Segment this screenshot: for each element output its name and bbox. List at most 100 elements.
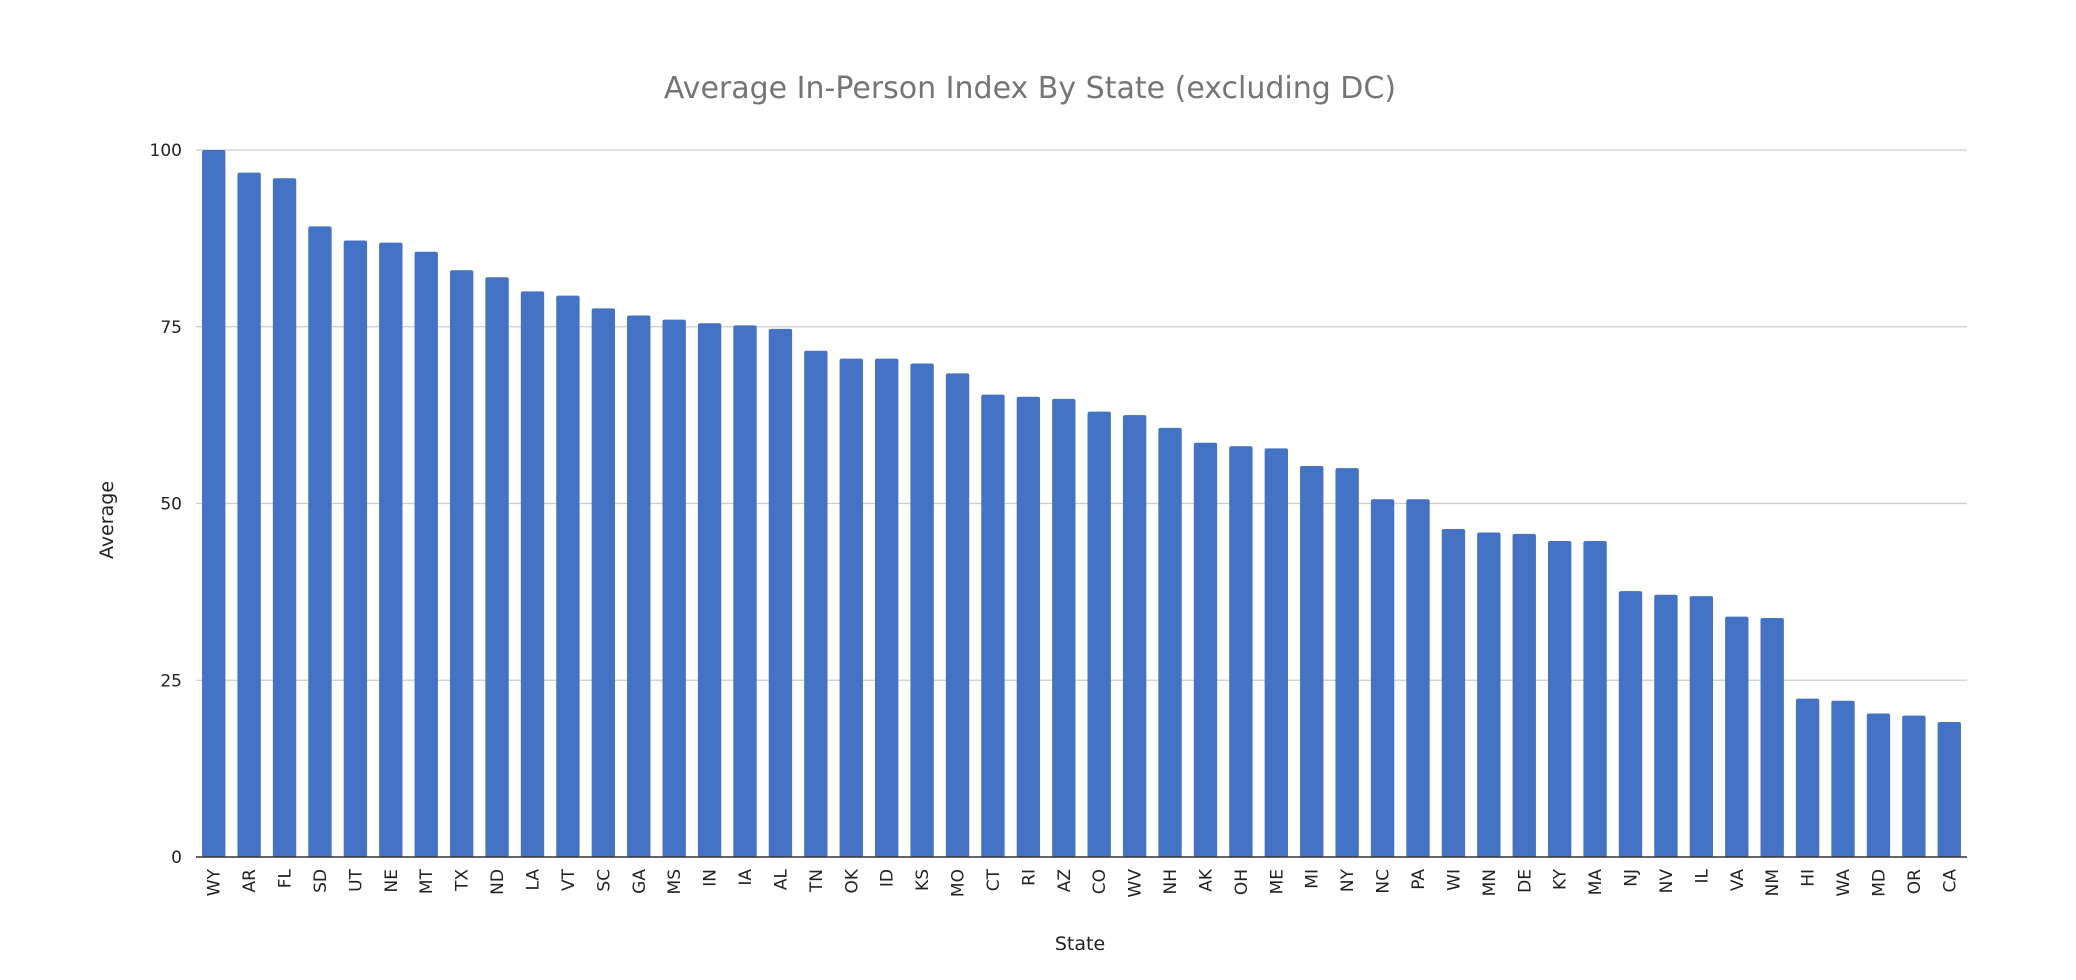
x-tick-label: MD — [1869, 869, 1889, 897]
x-tick-label: IL — [1692, 868, 1712, 883]
x-tick-label: LA — [523, 869, 543, 891]
y-tick-label: 100 — [150, 141, 182, 161]
bar-tx — [449, 270, 474, 857]
bar-in — [697, 323, 722, 858]
bar-mo — [945, 373, 970, 857]
x-tick-label: TN — [807, 869, 827, 893]
x-tick-label: KS — [913, 869, 933, 891]
bar-oh — [1229, 446, 1253, 857]
x-tick-label: MI — [1303, 869, 1323, 889]
bar-ga — [627, 315, 651, 857]
x-tick-label: VA — [1728, 869, 1748, 892]
bar-me — [1264, 448, 1288, 857]
bar-nm — [1760, 618, 1784, 857]
x-tick-label: WY — [205, 868, 225, 896]
bar-wy — [202, 150, 226, 857]
bar-ut — [343, 240, 368, 858]
x-tick-label: ME — [1267, 869, 1287, 894]
bar-ia — [733, 325, 757, 857]
bar-de — [1512, 533, 1536, 857]
x-tick-label: FL — [276, 868, 296, 888]
bars — [202, 150, 1961, 858]
x-tick-label: CT — [984, 868, 1004, 891]
bar-la — [520, 291, 545, 857]
bar-vt — [556, 295, 580, 858]
bar-tn — [804, 350, 828, 857]
x-tick-label: NY — [1338, 868, 1358, 892]
bar-ky — [1547, 540, 1572, 857]
x-tick-label: AK — [1196, 868, 1216, 892]
x-tick-label: NV — [1657, 869, 1677, 894]
bar-nv — [1654, 594, 1678, 857]
x-tick-label: MN — [1480, 869, 1500, 896]
x-tick-label: MA — [1586, 869, 1606, 896]
x-tick-label: IA — [736, 869, 756, 886]
bar-wv — [1122, 415, 1147, 857]
bar-sd — [308, 226, 332, 857]
x-tick-label: KY — [1551, 868, 1571, 890]
bar-nd — [485, 277, 509, 857]
bar-wi — [1441, 528, 1466, 857]
bar-pa — [1406, 499, 1430, 857]
bar-ks — [910, 363, 934, 857]
chart-title: Average In-Person Index By State (exclud… — [664, 71, 1396, 106]
x-tick-label: TX — [453, 869, 473, 892]
x-tick-label: ND — [488, 869, 508, 895]
x-tick-label: OH — [1232, 869, 1252, 895]
bar-wa — [1831, 700, 1855, 857]
x-tick-label: OK — [842, 868, 862, 893]
bar-ri — [1016, 396, 1041, 857]
x-tick-label: MS — [665, 869, 685, 894]
y-axis-label: Average — [96, 481, 118, 559]
x-tick-label: MT — [417, 868, 437, 894]
x-tick-label: UT — [346, 868, 366, 891]
x-tick-label: VT — [559, 868, 579, 891]
bar-md — [1866, 713, 1891, 857]
x-tick-label: WA — [1834, 869, 1854, 897]
bar-or — [1902, 715, 1926, 857]
x-tick-label: AR — [240, 869, 260, 893]
x-axis-label: State — [1055, 933, 1105, 955]
bar-sc — [591, 308, 616, 857]
bar-ct — [981, 394, 1005, 857]
bar-ca — [1937, 721, 1961, 857]
bar-hi — [1795, 698, 1820, 857]
x-tick-label: NM — [1763, 869, 1783, 896]
x-tick-label: PA — [1409, 869, 1429, 890]
bar-ms — [662, 319, 686, 857]
bar-ne — [379, 242, 403, 857]
y-axis-ticks: 0 25 50 75 100 — [150, 141, 182, 868]
x-tick-label: CO — [1090, 869, 1110, 894]
x-tick-label: MO — [949, 869, 969, 897]
x-tick-label: CA — [1940, 869, 1960, 893]
x-tick-label: RI — [1019, 869, 1039, 886]
bar-mi — [1300, 466, 1324, 857]
bar-nc — [1370, 499, 1395, 857]
y-tick-label: 0 — [171, 848, 182, 868]
x-tick-label: WV — [1126, 869, 1146, 898]
x-tick-label: NE — [382, 869, 402, 892]
y-tick-label: 75 — [160, 318, 182, 338]
x-axis-ticks: WY AR FL SD UT NE MT TX ND LA VT SC GA MS IN IA AL TN OK ID… — [205, 868, 1961, 897]
bar-mn — [1477, 532, 1501, 857]
bar-al — [768, 328, 793, 858]
bar-ma — [1583, 540, 1607, 857]
x-tick-label: IN — [701, 869, 721, 887]
x-tick-label: SC — [594, 869, 614, 892]
bar-mt — [414, 251, 438, 858]
x-tick-label: ID — [878, 869, 898, 887]
y-tick-label: 50 — [160, 495, 182, 515]
x-tick-label: WI — [1444, 869, 1464, 891]
bar-nh — [1158, 427, 1182, 857]
x-tick-label: AZ — [1055, 869, 1075, 892]
bar-ok — [839, 358, 863, 857]
bar-il — [1689, 596, 1714, 857]
bar-va — [1725, 616, 1749, 857]
bar-fl — [272, 178, 297, 857]
bar-nj — [1618, 591, 1643, 857]
bar-ar — [237, 172, 261, 857]
bar-id — [875, 358, 899, 857]
bar-ak — [1193, 442, 1218, 857]
